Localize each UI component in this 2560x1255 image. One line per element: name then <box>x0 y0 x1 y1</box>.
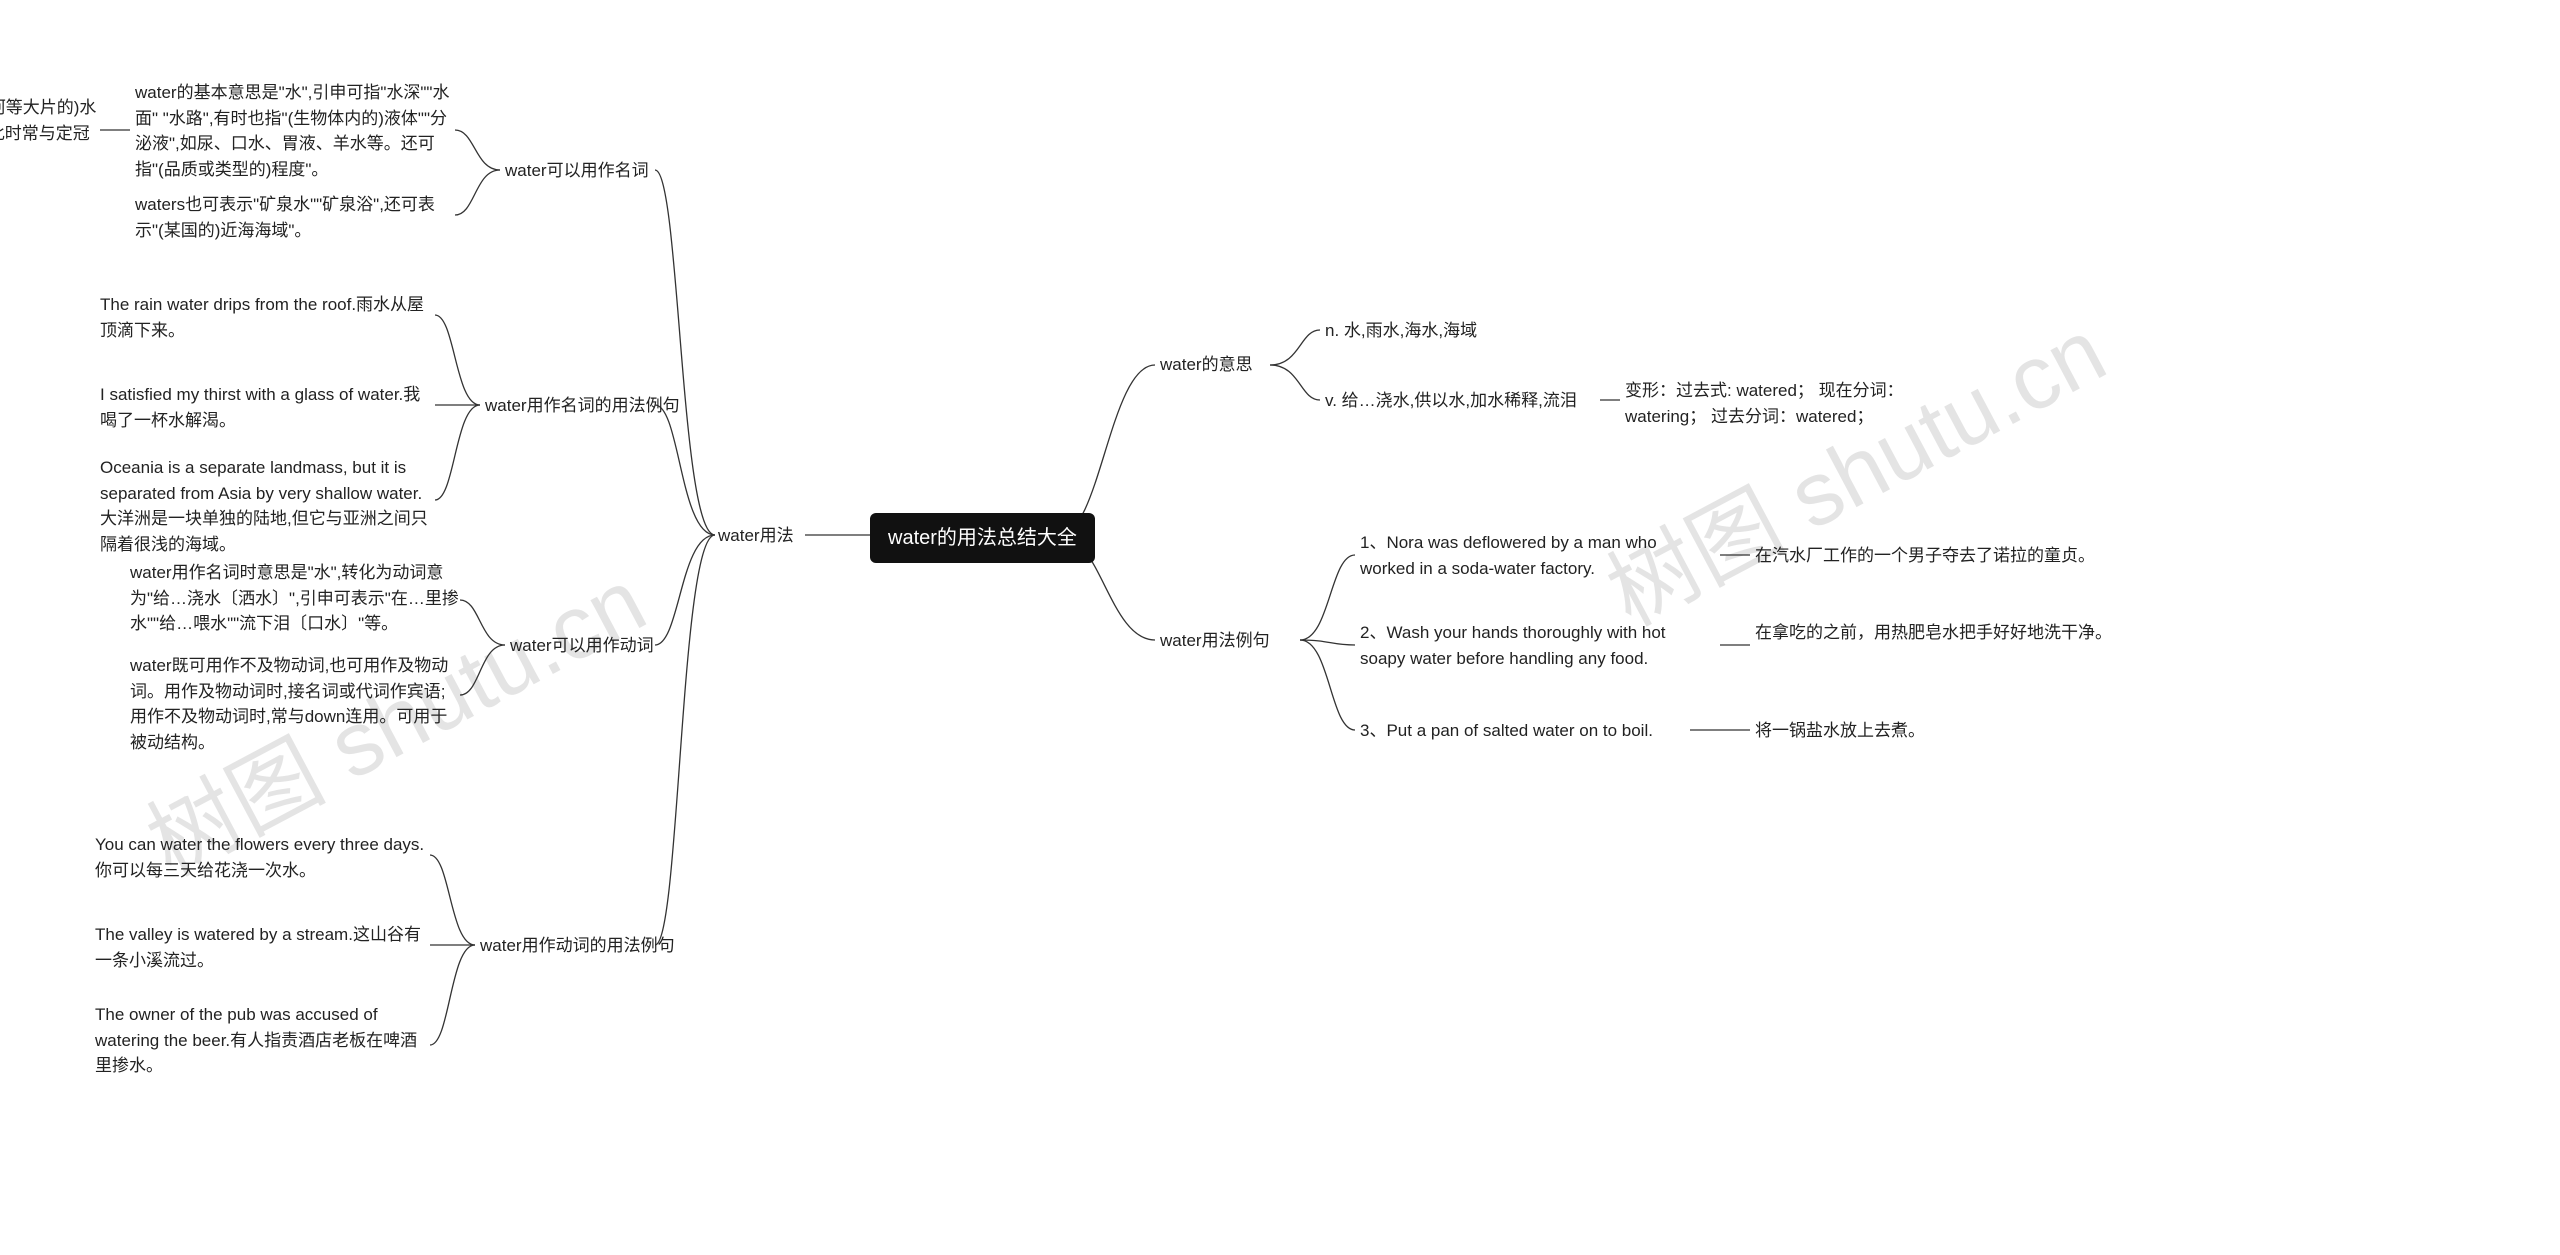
leaf-verb-usage-1: water既可用作不及物动词,也可用作及物动词。用作及物动词时,接名词或代词作宾… <box>130 653 460 755</box>
leaf-noun-example-1: I satisfied my thirst with a glass of wa… <box>100 382 435 433</box>
leaf-verb-example-1: The valley is watered by a stream.这山谷有一条… <box>95 922 430 973</box>
leaf-noun-usage-0: water的基本意思是"水",引申可指"水深""水面" "水路",有时也指"(生… <box>135 80 455 182</box>
leaf-verb-usage-0: water用作名词时意思是"水",转化为动词意为"给…浇水〔洒水〕",引申可表示… <box>130 560 460 637</box>
branch-meaning: water的意思 <box>1160 352 1253 378</box>
branch-usage: water用法 <box>718 523 794 549</box>
leaf-verb-example-0: You can water the flowers every three da… <box>95 832 430 883</box>
branch-verb-examples: water用作动词的用法例句 <box>480 933 675 959</box>
leaf-example-en-0: 1、Nora was deflowered by a man who worke… <box>1360 530 1715 581</box>
leaf-noun-usage-1: waters也可表示"矿泉水""矿泉浴",还可表示"(某国的)近海海域"。 <box>135 192 455 243</box>
leaf-noun-example-0: The rain water drips from the roof.雨水从屋顶… <box>100 292 435 343</box>
leaf-example-zh-0: 在汽水厂工作的一个男子夺去了诺拉的童贞。 <box>1755 543 2125 569</box>
branch-verb-usage: water可以用作动词 <box>510 633 654 659</box>
watermark: 树图 shutu.cn <box>1581 280 2123 651</box>
branch-noun-usage: water可以用作名词 <box>505 158 649 184</box>
leaf-example-en-2: 3、Put a pan of salted water on to boil. <box>1360 718 1690 744</box>
branch-noun-examples: water用作名词的用法例句 <box>485 393 680 419</box>
leaf-verb-example-2: The owner of the pub was accused of wate… <box>95 1002 430 1079</box>
leaf-meaning-noun: n. 水,雨水,海水,海域 <box>1325 318 1477 344</box>
leaf-noun-usage-0-extra: 在表示"(海、江、湖、池、河等大片的)水域"时, water常用复数形式,此时常… <box>0 95 100 172</box>
root-node: water的用法总结大全 <box>870 513 1095 563</box>
leaf-meaning-verb-forms: 变形：过去式: watered； 现在分词：watering； 过去分词：wat… <box>1625 378 1980 429</box>
branch-examples: water用法例句 <box>1160 628 1270 654</box>
leaf-example-zh-1: 在拿吃的之前，用热肥皂水把手好好地洗干净。 <box>1755 620 2125 646</box>
leaf-example-en-1: 2、Wash your hands thoroughly with hot so… <box>1360 620 1715 671</box>
leaf-example-zh-2: 将一锅盐水放上去煮。 <box>1755 718 2055 744</box>
leaf-noun-example-2: Oceania is a separate landmass, but it i… <box>100 455 435 557</box>
leaf-meaning-verb: v. 给…浇水,供以水,加水稀释,流泪 <box>1325 388 1577 414</box>
